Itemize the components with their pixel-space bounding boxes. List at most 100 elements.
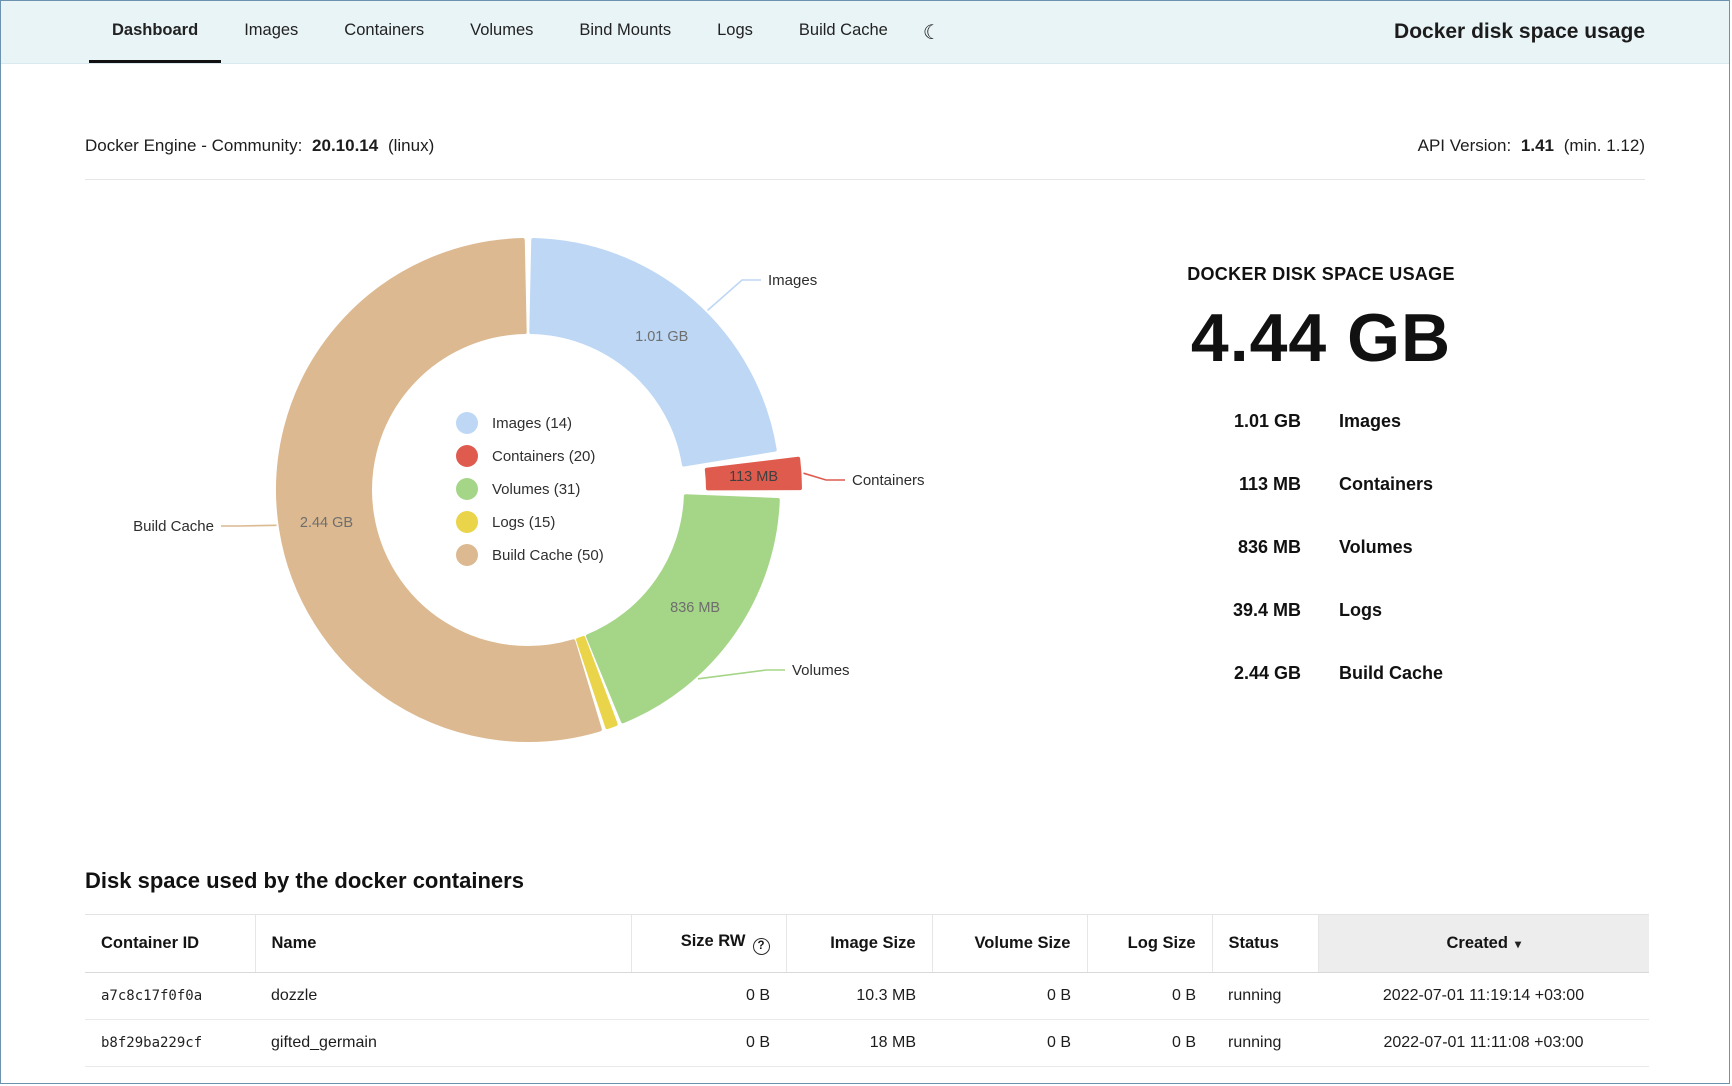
legend-item-volumes[interactable]: Volumes (31) — [456, 478, 580, 500]
tab-dashboard[interactable]: Dashboard — [89, 1, 222, 63]
cell-image-size: 10.3 MB — [786, 972, 932, 1021]
summary-value: 113 MB — [1238, 474, 1301, 494]
tab-containers[interactable]: Containers — [344, 21, 425, 39]
tab-images[interactable]: Images — [244, 21, 299, 39]
summary-value: 836 MB — [1237, 537, 1301, 557]
nav-tabs: Dashboard Images Containers Volumes Bind Mou… — [89, 1, 911, 63]
cell-image-size: 18 MB — [786, 1019, 932, 1068]
column-header-size-rw: Size RW? — [630, 913, 786, 974]
column-header-name: Name — [254, 913, 631, 974]
slice-build-cache[interactable] — [276, 238, 602, 742]
dark-mode-toggle[interactable]: ☾ — [923, 1, 941, 63]
legend-swatch-logs — [456, 511, 478, 533]
tab-volumes[interactable]: Volumes — [470, 21, 534, 39]
disk-usage-summary: DOCKER DISK SPACE USAGE 4.44 GB 1.01 GB I… — [1121, 264, 1521, 726]
table-header-row: Container ID Name Size RW? Image Size Volume… — [85, 913, 1649, 974]
cell-created: 2022-07-01 11:19:14 +03:00 — [1318, 972, 1649, 1021]
summary-label: Volumes — [1339, 537, 1413, 557]
cell-size-rw: 0 B — [631, 972, 786, 1021]
connector-containers — [803, 472, 845, 481]
help-icon[interactable]: ? — [752, 938, 770, 956]
table-title: Disk space used by the docker containers — [85, 868, 524, 893]
slice-size-label-images: 1.01 GB — [635, 329, 688, 345]
cell-volume-size: 0 B — [932, 1019, 1087, 1068]
column-header-status: Status — [1211, 913, 1318, 974]
column-header-created[interactable]: Created ▾ — [1317, 913, 1649, 974]
connector-build-cache — [221, 524, 277, 527]
summary-row-volumes: 836 MB Volumes — [1121, 537, 1521, 558]
legend-label: Images (14) — [492, 415, 572, 432]
tab-logs[interactable]: Logs — [717, 21, 753, 39]
disk-usage-donut-chart: 1.01 GB Images 113 MB Containers 836 MB Volum… — [133, 238, 925, 742]
cell-log-size: 0 B — [1087, 972, 1212, 1021]
slice-size-label-volumes: 836 MB — [670, 600, 720, 616]
column-header-volume-size: Volume Size — [931, 913, 1087, 974]
slice-volumes[interactable] — [585, 494, 780, 724]
engine-prefix: Docker Engine - Community: — [85, 136, 303, 155]
connector-images — [707, 279, 761, 311]
legend-label: Logs (15) — [492, 514, 555, 531]
legend-swatch-images — [456, 412, 478, 434]
column-header-label: Name — [271, 934, 317, 953]
slice-logs[interactable] — [576, 635, 618, 730]
api-prefix: API Version: — [1417, 136, 1512, 155]
cell-container-id: b8f29ba229cf — [85, 1019, 255, 1068]
legend-swatch-volumes — [456, 478, 478, 500]
column-header-label: Status — [1228, 934, 1279, 953]
summary-label: Logs — [1339, 600, 1382, 620]
disk-usage-chart-section: 1.01 GB Images 113 MB Containers 836 MB Volum… — [85, 180, 1645, 868]
api-suffix: (min. 1.12) — [1563, 136, 1645, 155]
connector-volumes — [697, 669, 785, 680]
slice-name-label-build-cache: Build Cache — [133, 518, 214, 535]
summary-value: 2.44 GB — [1233, 663, 1301, 683]
cell-size-rw: 0 B — [631, 1019, 786, 1068]
slice-name-label-volumes: Volumes — [792, 662, 850, 679]
slice-size-label-build-cache: 2.44 GB — [300, 515, 353, 531]
column-header-label: Log Size — [1127, 934, 1196, 953]
legend-swatch-containers — [456, 445, 478, 467]
top-nav-bar: Dashboard Images Containers Volumes Bind Mou… — [1, 1, 1729, 64]
cell-created: 2022-07-01 11:11:08 +03:00 — [1318, 1019, 1649, 1068]
cell-name: gifted_germain — [255, 1019, 631, 1068]
legend-item-logs[interactable]: Logs (15) — [456, 511, 555, 533]
slice-images[interactable] — [529, 238, 777, 467]
legend-item-build-cache[interactable]: Build Cache (50) — [456, 544, 604, 566]
slice-name-label-images: Images — [768, 272, 817, 289]
cell-status: running — [1212, 1019, 1318, 1068]
column-header-label: Volume Size — [974, 934, 1071, 953]
app-title: Docker disk space usage — [1394, 20, 1645, 43]
summary-row-containers: 113 MB Containers — [1121, 474, 1521, 495]
sort-caret-icon: ▾ — [1514, 937, 1521, 952]
tab-build-cache[interactable]: Build Cache — [798, 21, 888, 39]
engine-info: Docker Engine - Community: 20.10.14 (lin… — [85, 136, 434, 156]
legend-item-containers[interactable]: Containers (20) — [456, 445, 595, 467]
column-header-log-size: Log Size — [1086, 913, 1212, 974]
summary-label: Images — [1339, 411, 1402, 431]
summary-value: 1.01 GB — [1233, 411, 1301, 431]
legend-swatch-build-cache — [456, 544, 478, 566]
containers-table: Container ID Name Size RW? Image Size Volume… — [85, 913, 1649, 1068]
api-info: API Version: 1.41 (min. 1.12) — [1418, 136, 1645, 156]
summary-total-size: 4.44 GB — [1190, 300, 1452, 376]
slice-name-label-containers: Containers — [852, 472, 925, 489]
legend-item-images[interactable]: Images (14) — [456, 412, 572, 434]
slice-size-label-containers: 113 MB — [729, 469, 778, 485]
summary-row-images: 1.01 GB Images — [1121, 411, 1521, 432]
tab-bind-mounts[interactable]: Bind Mounts — [579, 21, 672, 39]
column-header-label: Image Size — [830, 934, 916, 953]
containers-table-section: Disk space used by the docker containers… — [85, 868, 1649, 1068]
slice-containers[interactable] — [704, 456, 802, 491]
column-header-label: Size RW — [680, 932, 746, 950]
column-header-container-id: Container ID — [85, 913, 255, 974]
engine-version: 20.10.14 — [312, 136, 379, 155]
column-header-label: Created — [1446, 934, 1508, 953]
api-version: 1.41 — [1520, 136, 1555, 155]
summary-value: 39.4 MB — [1232, 600, 1301, 620]
cell-log-size: 0 B — [1087, 1019, 1212, 1068]
column-header-image-size: Image Size — [785, 913, 932, 974]
main-content: Docker Engine - Community: 20.10.14 (lin… — [1, 136, 1729, 1068]
